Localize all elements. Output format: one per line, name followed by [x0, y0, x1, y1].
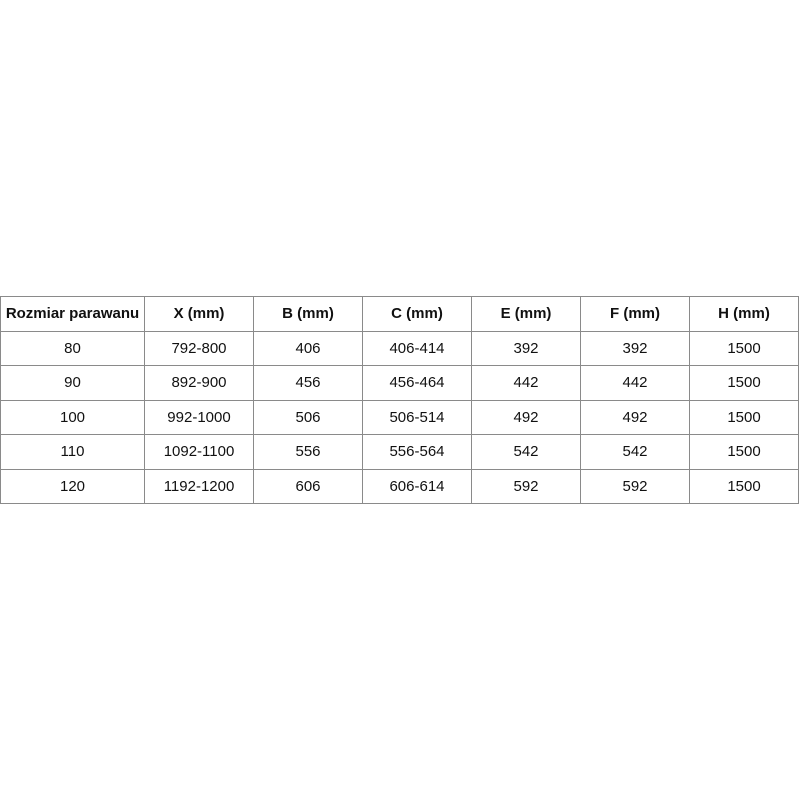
column-header: Rozmiar parawanu — [0, 296, 145, 332]
table-cell: 1092-1100 — [144, 434, 254, 470]
dimensions-table: Rozmiar parawanu X (mm) B (mm) C (mm) E (mm)… — [0, 296, 799, 504]
table-cell: 392 — [471, 330, 581, 366]
table-cell: 80 — [0, 330, 145, 366]
table-cell: 1500 — [689, 468, 799, 504]
table-cell: 556 — [253, 434, 363, 470]
table-row: 100 992-1000 506 506-514 492 492 1500 — [0, 399, 799, 435]
table-cell: 992-1000 — [144, 399, 254, 435]
table-cell: 556-564 — [362, 434, 472, 470]
table-cell: 1500 — [689, 434, 799, 470]
table-cell: 542 — [580, 434, 690, 470]
table-cell: 592 — [471, 468, 581, 504]
table-row: 80 792-800 406 406-414 392 392 1500 — [0, 330, 799, 366]
table-row: 90 892-900 456 456-464 442 442 1500 — [0, 365, 799, 401]
table-cell: 1192-1200 — [144, 468, 254, 504]
table-cell: 392 — [580, 330, 690, 366]
table-cell: 120 — [0, 468, 145, 504]
table-cell: 592 — [580, 468, 690, 504]
table-cell: 442 — [471, 365, 581, 401]
column-header: B (mm) — [253, 296, 363, 332]
table-cell: 90 — [0, 365, 145, 401]
table-cell: 492 — [471, 399, 581, 435]
column-header: E (mm) — [471, 296, 581, 332]
table-cell: 542 — [471, 434, 581, 470]
table-cell: 456 — [253, 365, 363, 401]
table-cell: 406-414 — [362, 330, 472, 366]
table-cell: 1500 — [689, 365, 799, 401]
table-cell: 1500 — [689, 330, 799, 366]
column-header: H (mm) — [689, 296, 799, 332]
table-row: 110 1092-1100 556 556-564 542 542 1500 — [0, 434, 799, 470]
table-cell: 606 — [253, 468, 363, 504]
table-cell: 892-900 — [144, 365, 254, 401]
column-header: C (mm) — [362, 296, 472, 332]
table-cell: 442 — [580, 365, 690, 401]
table-row: 120 1192-1200 606 606-614 592 592 1500 — [0, 468, 799, 504]
table-cell: 406 — [253, 330, 363, 366]
table-cell: 100 — [0, 399, 145, 435]
table-cell: 506 — [253, 399, 363, 435]
table-cell: 492 — [580, 399, 690, 435]
table-cell: 606-614 — [362, 468, 472, 504]
header-row: Rozmiar parawanu X (mm) B (mm) C (mm) E (mm)… — [0, 296, 799, 332]
column-header: X (mm) — [144, 296, 254, 332]
table-cell: 1500 — [689, 399, 799, 435]
table-cell: 792-800 — [144, 330, 254, 366]
table-cell: 110 — [0, 434, 145, 470]
column-header: F (mm) — [580, 296, 690, 332]
table-cell: 456-464 — [362, 365, 472, 401]
table-cell: 506-514 — [362, 399, 472, 435]
